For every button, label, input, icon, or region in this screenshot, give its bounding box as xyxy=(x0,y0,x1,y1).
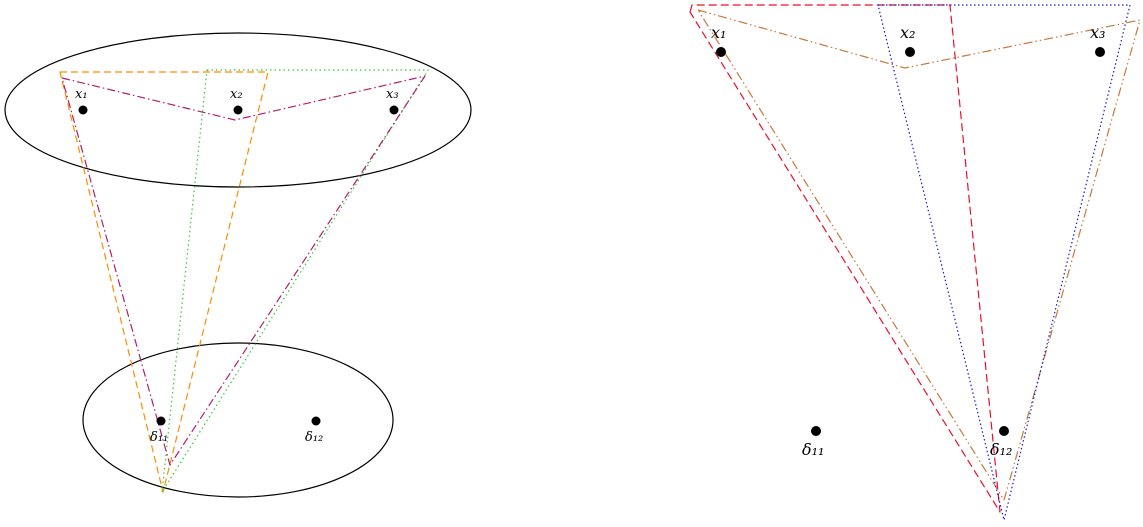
label-d11: δ₁₁ xyxy=(150,430,168,445)
red-dashed-hyperedge xyxy=(689,4,1001,513)
point-x3 xyxy=(389,105,399,115)
blue-dotted-hyperedge xyxy=(877,4,1131,521)
label-x1: x₁ xyxy=(711,23,726,42)
top-ellipse xyxy=(4,32,472,188)
point-d11 xyxy=(811,426,821,436)
point-x1 xyxy=(716,47,726,57)
label-x2: x₂ xyxy=(900,23,915,42)
label-x3: x₃ xyxy=(386,87,399,102)
point-x2 xyxy=(233,105,243,115)
left-panel: x₁ x₂ x₃ δ₁₁ δ₁₂ xyxy=(4,32,472,498)
point-x2 xyxy=(905,47,915,57)
brown-dashdotdot-hyperedge xyxy=(697,9,1141,501)
point-x3 xyxy=(1095,47,1105,57)
right-panel: x₁ x₂ x₃ δ₁₁ δ₁₂ xyxy=(689,4,1141,521)
label-d12: δ₁₂ xyxy=(990,440,1012,459)
label-x1: x₁ xyxy=(75,87,88,102)
label-d12: δ₁₂ xyxy=(305,430,323,445)
label-x2: x₂ xyxy=(230,87,243,102)
label-x3: x₃ xyxy=(1090,23,1105,42)
label-d11: δ₁₁ xyxy=(802,440,824,459)
green-dotted-hyperedge xyxy=(161,69,429,493)
bottom-ellipse xyxy=(82,342,394,498)
purple-dashdot-hyperedge xyxy=(61,75,426,466)
point-d11 xyxy=(156,416,166,426)
point-x1 xyxy=(78,105,88,115)
point-d12 xyxy=(999,426,1009,436)
point-d12 xyxy=(311,416,321,426)
orange-dashed-hyperedge xyxy=(59,71,269,493)
